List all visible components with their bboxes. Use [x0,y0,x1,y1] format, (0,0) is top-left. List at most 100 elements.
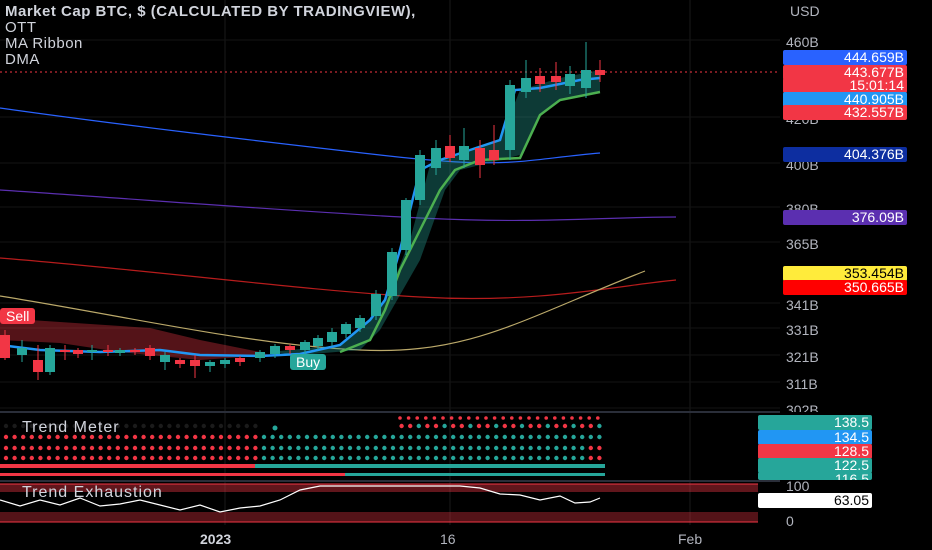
trend-meter-dot [519,445,525,451]
trend-meter-dot [218,445,224,451]
support-fill [270,70,600,355]
trend-meter-dot [3,434,9,440]
trend-meter-dot [432,416,437,420]
trend-meter-dot [38,445,43,451]
trend-meter-dot [347,455,353,461]
trend-meter-dot [98,434,103,440]
trend-meter-dot [494,455,499,461]
trend-meter-dot [501,416,506,420]
trend-meter-dot [451,423,456,429]
trend-meter-dot [528,445,533,451]
trend-meter-dot [55,423,60,429]
tag-ma-red: 350.665B [783,280,907,295]
trend-meter-dot [115,445,121,451]
trend-meter-dot [12,445,17,451]
trend-meter-dot [115,423,121,429]
trend-meter-dot [29,445,34,451]
candle-body [103,350,113,352]
trend-meter-dot [201,445,206,451]
legend-dma[interactable]: DMA [5,51,40,68]
trend-meter-dot [98,455,103,461]
trend-meter-dot [244,423,249,429]
trend-meter-dot [433,445,439,451]
trend-meter-dot [459,455,464,461]
trend-meter-dot [184,423,189,429]
candle-body [45,348,55,372]
trend-meter-dot [124,423,129,429]
trend-meter-dot [365,434,370,440]
trend-meter-dot [373,434,378,440]
trend-meter-dot [399,455,404,461]
trend-meter-dot [528,455,533,461]
trend-meter-dot [528,434,533,440]
trend-bar [0,464,255,468]
trend-meter-dot [442,445,447,451]
trend-meter-dot [72,434,78,440]
trend-meter-dot [253,445,258,451]
candle-body [355,318,365,328]
buy-signal-label[interactable]: Buy [290,354,327,370]
trend-meter-dot [425,434,430,440]
trend-meter-title[interactable]: Trend Meter [22,419,120,436]
tag-ma-blue: 404.376B [783,147,907,162]
chart-legend: Market Cap BTC, $ (CALCULATED BY TRADING… [5,4,416,68]
trend-meter-dot [339,455,344,461]
legend-ott[interactable]: OTT [5,19,37,36]
candle-body [115,350,125,353]
trend-meter-dot [98,445,103,451]
trend-meter-dot [141,434,146,440]
trend-meter-dot [588,423,593,429]
trend-meter-dot [322,434,327,440]
trend-meter-dot [588,434,593,440]
candle-body [581,70,591,88]
trend-exhaustion-title[interactable]: Trend Exhaustion [22,484,163,501]
trend-meter-dot [63,423,69,429]
trend-meter-dot [356,445,361,451]
trend-meter-dot [580,445,585,451]
trend-meter-dot [167,423,172,429]
trend-meter-dot [124,445,129,451]
trend-meter-dot [442,455,447,461]
trend-meter-dot [459,423,464,429]
trend-meter-dot [494,434,499,440]
trend-meter-dot [580,423,585,429]
sell-signal-label[interactable]: Sell [0,308,36,324]
trend-meter-dot [107,423,112,429]
trend-meter-dot [107,455,112,461]
trend-meter-dot [408,455,413,461]
exhaustion-value: 63.05 [758,493,872,508]
candle-body [270,346,280,354]
trend-meter-dot [244,445,249,451]
trend-meter-dot [494,423,499,429]
trend-meter-dot [29,455,34,461]
exhaustion-level-100: 100 [786,478,810,494]
candle-body [17,348,27,355]
trend-meter-dot [485,423,490,429]
legend-ma-ribbon[interactable]: MA Ribbon [5,35,83,52]
trend-meter-dot [124,434,129,440]
candle-body [521,78,531,92]
symbol-title[interactable]: Market Cap BTC, $ (CALCULATED BY TRADING… [5,3,416,20]
y-label-321: 321B [786,349,819,365]
trend-meter-dot [227,445,232,451]
trend-meter-dot [399,445,404,451]
trend-meter-dot [596,416,600,420]
candle-body [220,360,230,364]
trend-meter-dot [46,423,52,429]
trend-meter-dot [184,445,189,451]
trend-meter-dot [537,434,542,440]
exhaustion-overbought-zone [0,484,758,492]
trend-meter-dot [107,434,112,440]
candle-body [459,146,469,160]
trend-meter-dot [244,455,249,461]
trend-meter-dot [132,445,138,451]
trend-meter-dot [132,434,138,440]
ma-purple-line [0,189,677,222]
trend-meter-dot [382,434,387,440]
candle-body [130,350,140,352]
trend-meter-dot [253,434,258,440]
trend-meter-dot [227,423,232,429]
trend-meter-dot [236,434,241,440]
currency-label[interactable]: USD [790,3,820,19]
